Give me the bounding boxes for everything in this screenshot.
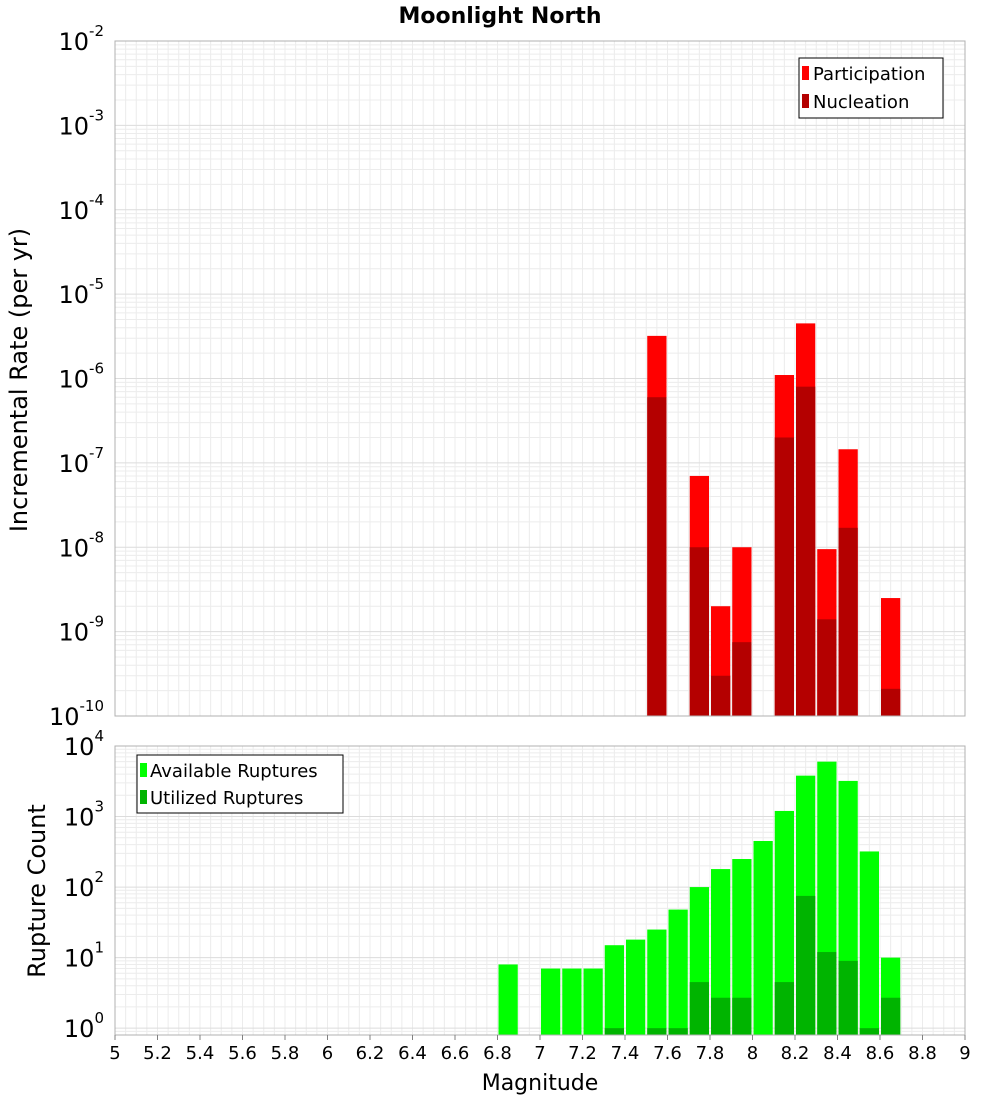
top-y-tick-label: 10-10 <box>49 697 104 731</box>
x-tick-label: 5 <box>109 1043 120 1064</box>
bottom-bar-available-ruptures <box>583 968 603 1035</box>
bottom-bar-utilized-ruptures <box>796 895 816 1035</box>
bottom-y-tick-label: 100 <box>64 1009 104 1043</box>
bottom-bar-available-ruptures <box>562 968 582 1035</box>
x-tick-label: 8.8 <box>908 1043 937 1064</box>
bottom-bar-available-ruptures <box>604 945 624 1035</box>
bottom-bar-utilized-ruptures <box>668 1028 688 1035</box>
bottom-bar-utilized-ruptures <box>647 1028 667 1035</box>
x-tick-label: 6 <box>322 1043 333 1064</box>
top-y-tick-label: 10-9 <box>58 613 104 647</box>
bottom-bar-utilized-ruptures <box>711 997 731 1035</box>
x-tick-label: 6.6 <box>441 1043 470 1064</box>
top-bar-participation <box>881 598 901 716</box>
top-legend: Participation Nucleation <box>798 57 944 119</box>
bottom-legend-box <box>136 754 344 814</box>
x-tick-label: 9 <box>959 1043 970 1064</box>
legend-label-utilized-ruptures: Utilized Ruptures <box>150 788 303 809</box>
bottom-y-ticks: 100 101 102 103 104 <box>64 727 104 1043</box>
legend-label-participation: Participation <box>813 64 925 85</box>
x-tick-label: 8.6 <box>866 1043 895 1064</box>
top-y-tick-label: 10-2 <box>58 22 104 56</box>
bottom-bar-utilized-ruptures <box>817 952 837 1035</box>
top-plot-border <box>114 40 966 717</box>
top-bar-nucleation <box>838 527 858 716</box>
x-axis-ticks: 5 5.2 5.4 5.6 5.8 6 6.2 6.4 6.6 6.8 7 7.2 7.4 7.6 7.8 8… <box>109 1035 971 1064</box>
x-tick-label: 6.8 <box>483 1043 512 1064</box>
bottom-bar-utilized-ruptures <box>859 1028 879 1035</box>
top-panel: 10-10 10-9 10-8 10-7 10-6 10-5 10-4 10-3 10-2 In… <box>5 22 966 731</box>
bottom-bars <box>498 761 901 1035</box>
top-grid <box>114 40 966 717</box>
top-y-tick-label: 10-8 <box>58 528 104 562</box>
bottom-y-tick-label: 101 <box>64 939 104 973</box>
x-tick-label: 6.2 <box>356 1043 385 1064</box>
top-bar-nucleation <box>732 642 752 716</box>
legend-swatch-participation <box>802 66 809 80</box>
bottom-bar-available-ruptures <box>647 929 667 1035</box>
bottom-bar-available-ruptures <box>541 968 561 1035</box>
x-axis-label: Magnitude <box>482 1071 599 1096</box>
top-legend-box <box>798 57 944 119</box>
bottom-bar-utilized-ruptures <box>689 982 709 1035</box>
top-bars <box>647 323 901 716</box>
bottom-bar-utilized-ruptures <box>774 982 794 1035</box>
legend-label-nucleation: Nucleation <box>813 92 909 113</box>
x-tick-label: 8 <box>747 1043 758 1064</box>
bottom-y-tick-label: 102 <box>64 868 104 902</box>
x-tick-label: 7.6 <box>653 1043 682 1064</box>
top-bar-nucleation <box>881 688 901 716</box>
top-bar-nucleation <box>796 386 816 716</box>
top-bar-nucleation <box>817 619 837 716</box>
bottom-y-tick-label: 103 <box>64 798 104 832</box>
bottom-bar-utilized-ruptures <box>732 997 752 1035</box>
x-tick-label: 5.2 <box>143 1043 172 1064</box>
bottom-bar-utilized-ruptures <box>881 997 901 1035</box>
x-tick-label: 5.8 <box>271 1043 300 1064</box>
x-tick-label: 7 <box>534 1043 545 1064</box>
top-y-tick-label: 10-6 <box>58 360 104 394</box>
top-y-tick-label: 10-7 <box>58 444 104 478</box>
bottom-y-tick-label: 104 <box>64 727 104 761</box>
bottom-bar-available-ruptures <box>668 909 688 1035</box>
bottom-y-axis-label: Rupture Count <box>23 804 51 978</box>
top-bar-nucleation <box>711 675 731 716</box>
bottom-bar-available-ruptures <box>732 859 752 1035</box>
legend-swatch-available-ruptures <box>140 763 147 777</box>
top-y-tick-label: 10-4 <box>58 191 104 225</box>
top-y-axis-label: Incremental Rate (per yr) <box>5 228 33 532</box>
bottom-bar-available-ruptures <box>626 939 646 1035</box>
x-tick-label: 8.2 <box>781 1043 810 1064</box>
top-bar-nucleation <box>647 397 667 716</box>
bottom-bar-available-ruptures <box>498 964 518 1035</box>
legend-swatch-utilized-ruptures <box>140 790 147 804</box>
x-tick-label: 7.4 <box>611 1043 640 1064</box>
x-tick-label: 6.4 <box>398 1043 427 1064</box>
bottom-bar-available-ruptures <box>859 851 879 1035</box>
legend-label-available-ruptures: Available Ruptures <box>150 761 318 782</box>
top-bar-nucleation <box>774 437 794 716</box>
x-tick-label: 5.6 <box>228 1043 257 1064</box>
top-y-tick-label: 10-3 <box>58 106 104 140</box>
bottom-legend: Available Ruptures Utilized Ruptures <box>136 754 344 814</box>
x-tick-label: 7.2 <box>568 1043 597 1064</box>
top-y-ticks: 10-10 10-9 10-8 10-7 10-6 10-5 10-4 10-3 10-2 <box>49 22 104 731</box>
bottom-bar-available-ruptures <box>753 841 773 1035</box>
x-tick-label: 7.8 <box>696 1043 725 1064</box>
bottom-bar-available-ruptures <box>711 869 731 1035</box>
top-y-tick-label: 10-5 <box>58 275 104 309</box>
bottom-bar-utilized-ruptures <box>838 960 858 1035</box>
chart-title: Moonlight North <box>398 4 601 29</box>
x-tick-label: 8.4 <box>823 1043 852 1064</box>
bottom-bar-utilized-ruptures <box>604 1028 624 1035</box>
bottom-bar-available-ruptures <box>774 810 794 1035</box>
legend-swatch-nucleation <box>802 94 809 108</box>
top-bar-nucleation <box>689 547 709 716</box>
x-tick-label: 5.4 <box>186 1043 215 1064</box>
bottom-panel: 100 101 102 103 104 Rupture Count Available … <box>23 727 966 1043</box>
